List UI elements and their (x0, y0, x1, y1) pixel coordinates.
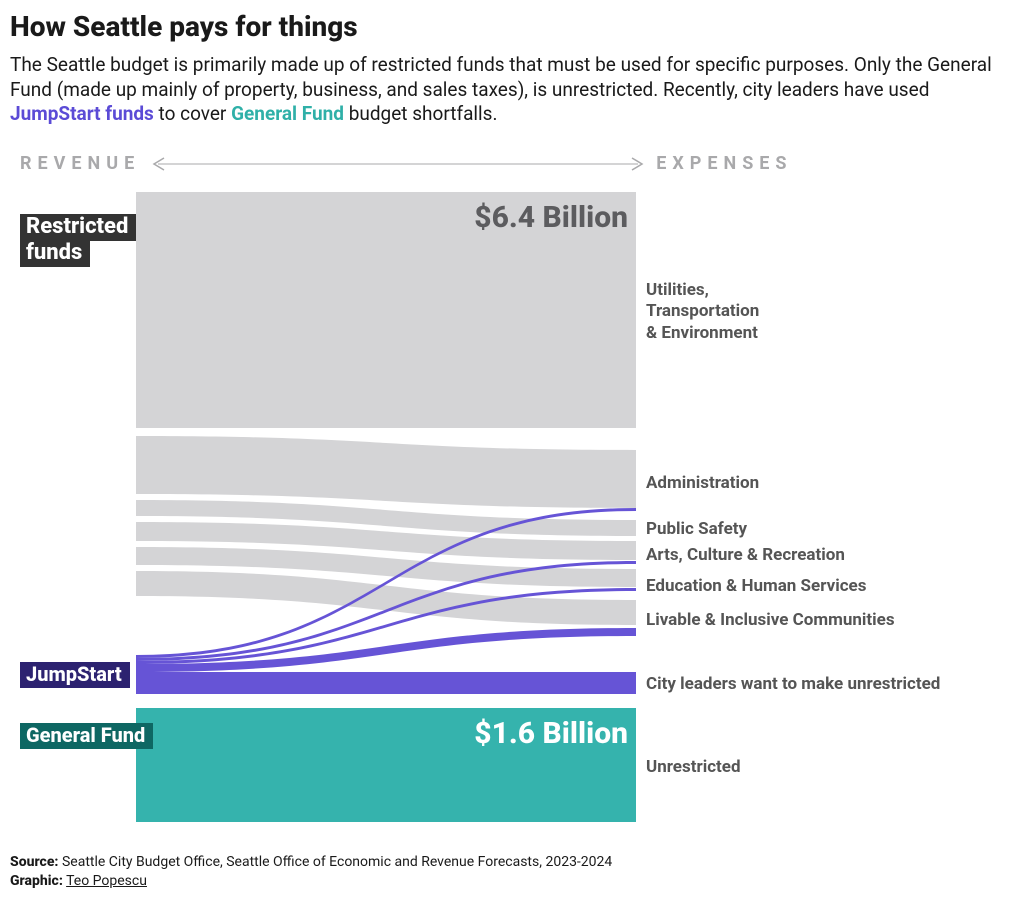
source-badge-jumpstart: JumpStart (20, 662, 130, 688)
axis-arrow-icon (148, 157, 648, 171)
subtitle-highlight-generalfund: General Fund (231, 102, 344, 125)
expense-label-edu: Education & Human Services (646, 576, 866, 597)
expense-label-admin: Administration (646, 473, 759, 494)
expense-label-util: Utilities,Transportation& Environment (646, 280, 759, 344)
expense-label-arts: Arts, Culture & Recreation (646, 545, 845, 566)
axis-label-expenses: EXPENSES (656, 153, 792, 174)
expense-label-make: City leaders want to make unrestricted (646, 674, 940, 695)
expense-label-unrest: Unrestricted (646, 757, 741, 778)
source-badge-general: General Fund (20, 723, 153, 749)
source-badge-restricted: funds (20, 240, 90, 267)
footer-graphic-credit[interactable]: Teo Popescu (66, 873, 147, 889)
amount-label: $6.4 Billion (474, 200, 628, 235)
page-subtitle: The Seattle budget is primarily made up … (10, 53, 1010, 127)
sankey-chart: Restrictedfunds JumpStart General Fund $6.4… (10, 192, 1010, 832)
axis-row: REVENUE EXPENSES (10, 153, 1010, 174)
subtitle-text: to cover (159, 102, 232, 125)
subtitle-text: budget shortfalls. (349, 102, 498, 125)
footer-source-label: Source: (10, 854, 59, 870)
footer: Source: Seattle City Budget Office, Seat… (10, 853, 612, 891)
footer-graphic-label: Graphic: (10, 873, 63, 889)
expense-label-safety: Public Safety (646, 519, 747, 540)
subtitle-highlight-jumpstart: JumpStart funds (10, 102, 154, 125)
page-title: How Seattle pays for things (10, 10, 1010, 43)
source-badge-restricted: Restricted (20, 214, 136, 241)
axis-label-revenue: REVENUE (20, 153, 140, 174)
expense-label-livable: Livable & Inclusive Communities (646, 610, 895, 631)
amount-label: $1.6 Billion (474, 716, 628, 751)
sankey-flow (136, 672, 636, 694)
subtitle-text: The Seattle budget is primarily made up … (10, 53, 992, 101)
footer-source-text: Seattle City Budget Office, Seattle Offi… (62, 854, 612, 870)
sankey-flow (136, 436, 636, 508)
